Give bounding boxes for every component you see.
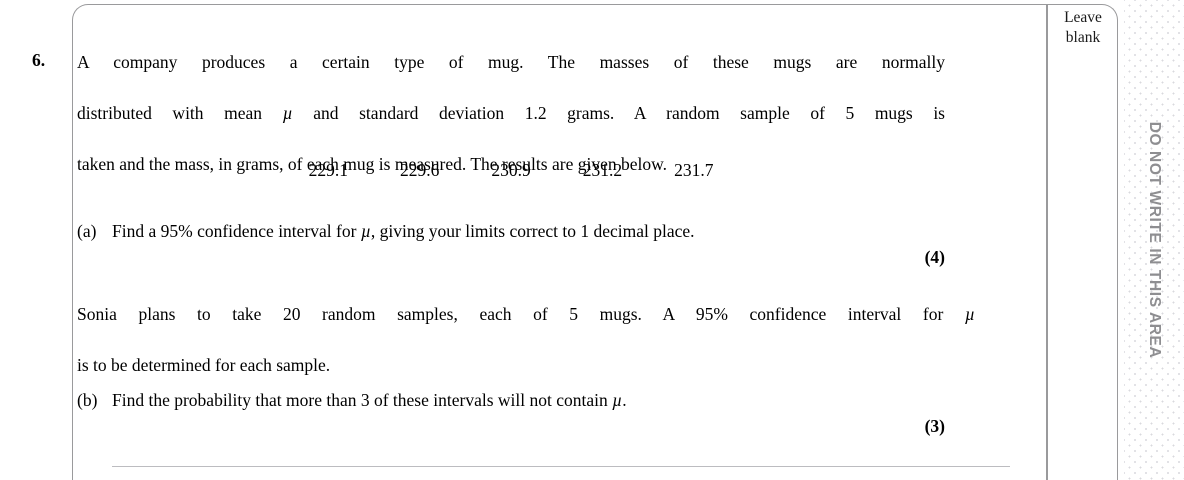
data-value: 229.6 [399,160,440,180]
leave-blank-line-1: Leave [1064,9,1102,26]
part-a-label: (a) [77,221,97,241]
stem-line-3: taken and the mass, in grams, of each mu… [77,154,667,174]
part-b-marks: (3) [924,416,945,436]
part-a-text: Find a 95% confidence interval for µ, gi… [112,221,695,241]
data-value: 231.7 [674,160,714,180]
sonia-line-1: Sonia plans to take 20 random samples, e… [77,304,975,324]
data-value: 229.1 [308,160,348,180]
do-not-write-text: DO NOT WRITE IN THIS AREA [1146,121,1163,359]
part-b-label: (b) [77,390,98,410]
leave-blank-line-2: blank [1065,28,1101,46]
sonia-paragraph: Sonia plans to take 20 random samples, e… [77,302,975,379]
do-not-write-strip: DO NOT WRITE IN THIS AREA [1124,0,1184,480]
question-stem: A company produces a certain type of mug… [77,50,945,178]
part-a: (a) Find a 95% confidence interval for µ,… [77,219,945,245]
part-b: (b) Find the probability that more than 3… [77,388,945,414]
leave-blank-column-divider [1046,4,1048,480]
data-value: 230.9 [491,160,531,180]
question-body: 6. A company produces a certain type of … [32,50,975,436]
part-a-marks: (4) [924,247,945,267]
question-number: 6. [32,50,46,70]
answer-rule-line [112,466,1010,468]
sample-data-row: 229.1 229.6 230.9 231.2 231.7 [77,160,945,181]
stem-line-2: distributed with mean µ and standard dev… [77,103,945,123]
leave-blank-label: Leave blank [1053,8,1113,48]
page-sheet-border [72,4,1118,480]
data-value: 231.2 [582,160,623,180]
sonia-line-2: is to be determined for each sample. [77,355,331,375]
stem-line-1: A company produces a certain type of mug… [77,52,945,72]
part-b-text: Find the probability that more than 3 of… [112,390,627,410]
